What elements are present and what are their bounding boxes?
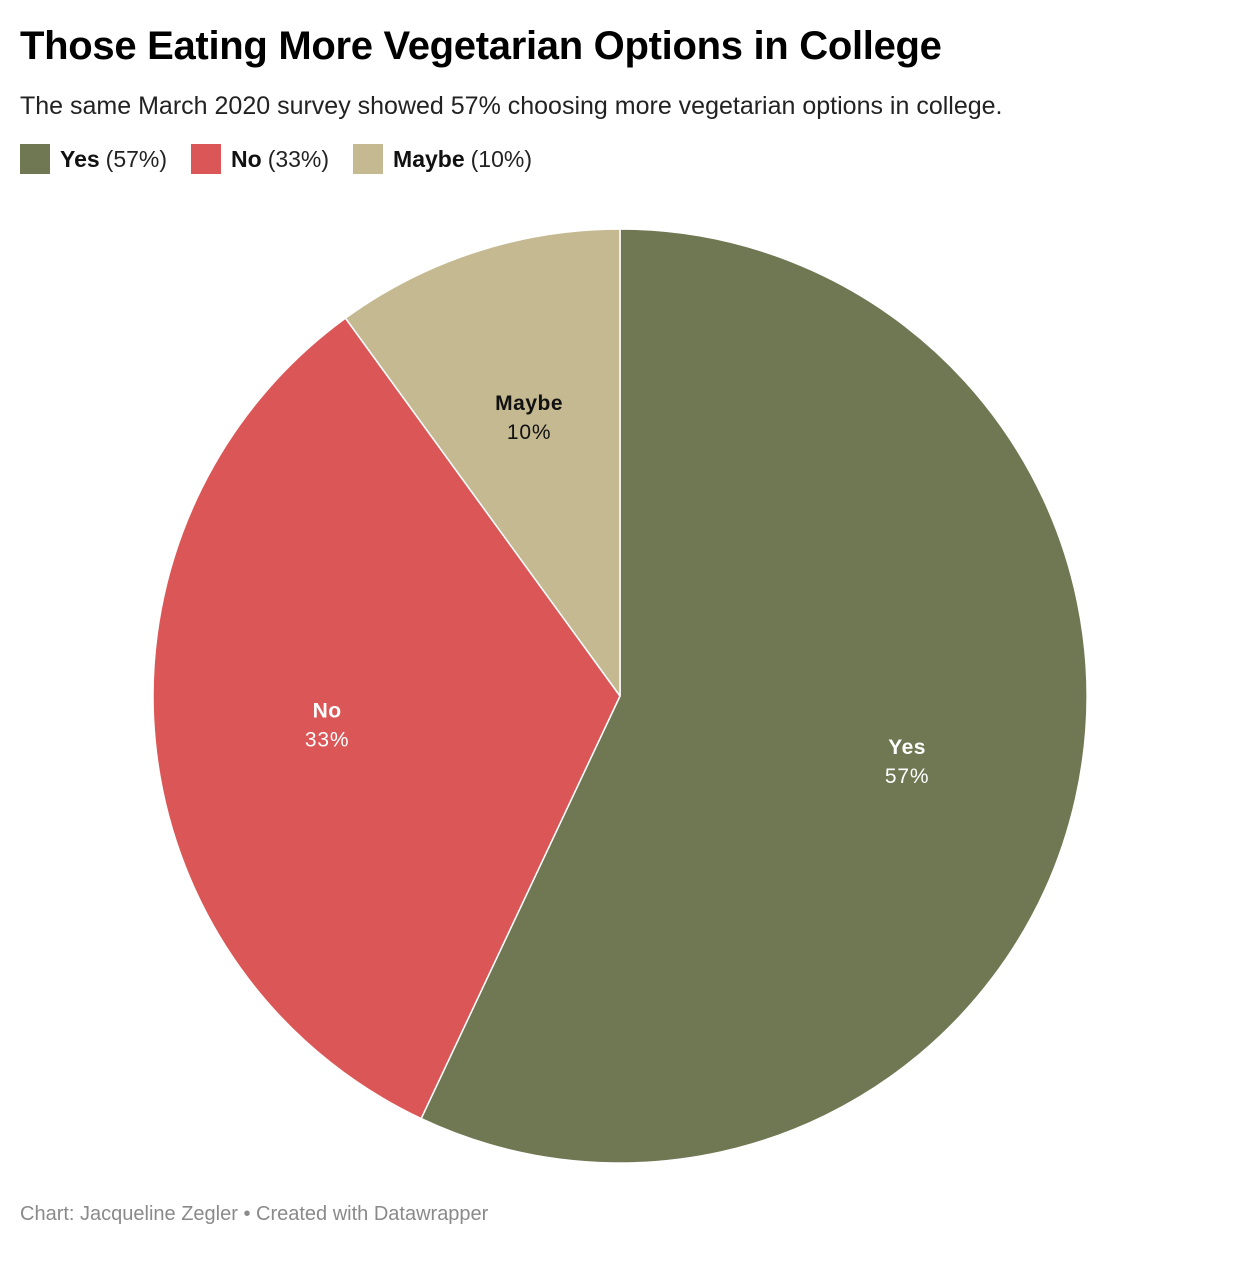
- legend-item-no: No (33%): [191, 144, 329, 174]
- slice-label-maybe: Maybe: [495, 392, 563, 415]
- legend: Yes (57%) No (33%) Maybe (10%): [20, 142, 556, 176]
- chart-title: Those Eating More Vegetarian Options in …: [20, 24, 942, 68]
- slice-value-yes: 57%: [885, 765, 929, 788]
- chart-credit: Chart: Jacqueline Zegler • Created with …: [20, 1203, 489, 1225]
- pie-slice-maybe: [344, 228, 621, 697]
- slice-label-no: No: [313, 700, 342, 723]
- legend-swatch-yes: [20, 144, 50, 174]
- pie-slices: [152, 228, 1088, 1164]
- legend-item-yes: Yes (57%): [20, 144, 167, 174]
- pie-slice-no: [152, 317, 621, 1120]
- legend-pct-yes: (57%): [105, 145, 168, 172]
- slice-value-no: 33%: [305, 729, 349, 752]
- legend-pct-maybe: (10%): [470, 145, 532, 172]
- pie-slice-yes: [420, 228, 1088, 1164]
- legend-swatch-maybe: [353, 144, 384, 174]
- pie-labels: Yes 57% No 33% Maybe 10%: [305, 392, 929, 788]
- slice-label-yes: Yes: [888, 736, 926, 759]
- chart-subtitle: The same March 2020 survey showed 57% ch…: [20, 92, 1003, 120]
- legend-label-yes: Yes: [60, 145, 100, 172]
- legend-label-no: No: [231, 145, 262, 172]
- legend-pct-no: (33%): [267, 145, 330, 172]
- legend-swatch-no: [191, 144, 222, 174]
- legend-label-maybe: Maybe: [393, 145, 465, 172]
- slice-value-maybe: 10%: [507, 421, 551, 444]
- legend-item-maybe: Maybe (10%): [353, 144, 532, 174]
